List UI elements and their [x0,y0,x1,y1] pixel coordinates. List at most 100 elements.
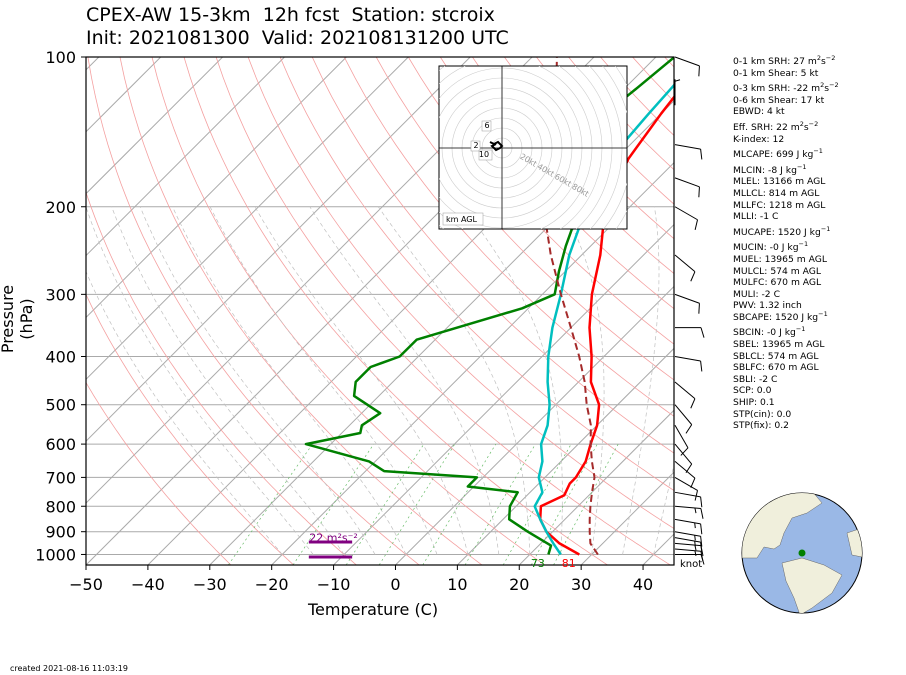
x-tick-label: −20 [255,575,289,594]
isotherm [86,57,347,319]
x-tick-label: 40 [633,575,653,594]
index-row: SCP: 0.0 [733,385,772,397]
index-row: SBLFC: 670 m AGL [733,362,819,374]
y-tick-label: 700 [45,468,76,487]
title-line-2: Init: 2021081300 Valid: 202108131200 UTC [86,27,509,49]
isotherm [86,57,471,442]
x-tick-label: −10 [317,575,351,594]
index-row: SBCAPE: 1520 J kg−1 [733,309,828,323]
index-row: MULFC: 670 m AGL [733,277,822,289]
hodograph-trace [489,140,504,152]
isotherm [86,57,409,381]
globe-locator [741,492,863,614]
x-tick-label: −50 [69,575,103,594]
annotation-label: 81 [562,557,576,570]
dry-adiabat [375,57,674,381]
dry-adiabat [183,57,608,565]
index-row: MLLI: -1 C [733,211,779,223]
index-row: STP(fix): 0.2 [733,420,790,432]
dry-adiabat [119,57,483,565]
wind-barb [674,476,699,501]
dry-adiabat [247,57,674,530]
isotherm [580,471,674,565]
chart-title: CPEX-AW 15-3km 12h fcst Station: stcroix… [86,4,509,50]
hodograph-frame [438,65,628,230]
y-tick-label: 900 [45,523,76,542]
isotherm [518,409,674,565]
dry-adiabat [215,57,671,565]
index-row: Eff. SRH: 22 m2s−2 [733,119,819,133]
wind-barb [674,461,696,488]
wind-barb [674,381,696,409]
y-tick-label: 300 [45,285,76,304]
index-row: MLCIN: -8 J kg−1 [733,162,807,176]
moist-adiabat [309,206,500,555]
moist-adiabat [463,206,563,555]
mixing-ratio-line [464,443,536,565]
wind-barb [675,327,705,338]
y-tick-label: 600 [45,435,76,454]
wind-barb [674,548,704,562]
x-tick-label: 20 [509,575,529,594]
moist-adiabat [86,270,283,555]
annotation-label: 73 [531,557,545,570]
y-axis-label: Pressure (hPa) [0,284,36,354]
isotherm [86,57,223,195]
y-tick-label: 1000 [35,545,76,564]
dry-adiabat [343,57,674,417]
index-row: 0-6 km Shear: 17 kt [733,94,825,106]
station-marker [798,549,806,557]
wind-barb [674,293,700,314]
dry-adiabat [86,381,232,565]
dry-adiabat [472,57,674,275]
index-row: 0-3 km SRH: -22 m2s−2 [733,81,839,95]
index-row: MLLCL: 814 m AGL [733,187,820,199]
moist-adiabat [209,206,438,555]
wind-barb [674,79,681,106]
isotherm [457,347,674,565]
dry-adiabat [87,57,420,565]
hodograph-label: km AGL [446,215,478,224]
dry-adiabat [151,57,546,565]
moist-adiabat [622,206,660,555]
south-america-land [781,557,843,613]
moist-adiabat [139,206,376,555]
isotherm [209,100,674,565]
index-row: MLCAPE: 699 J kg−1 [733,147,823,161]
hodograph-height-label: 6 [484,121,489,130]
index-row: MULI: -2 C [733,288,780,300]
moist-adiabat [378,206,531,555]
title-line-1: CPEX-AW 15-3km 12h fcst Station: stcroix [86,4,495,26]
moist-adiabat [254,206,469,555]
index-row: MLLFC: 1218 m AGL [733,199,826,211]
index-row: SBLCL: 574 m AGL [733,350,819,362]
plot-frame [85,56,675,566]
index-row: STP(cin): 0.0 [733,408,792,420]
dry-adiabat [86,191,357,565]
moist-adiabat [111,206,345,555]
wind-barbs [674,56,705,565]
moist-adiabat [86,206,314,555]
index-row: MUEL: 13965 m AGL [733,253,827,265]
index-row: SBLI: -2 C [733,373,778,385]
dry-adiabat [407,57,674,345]
y-tick-label: 100 [45,48,76,67]
annotation-label: knot [680,559,702,570]
y-tick-label: 400 [45,348,76,367]
moist-adiabat [562,206,605,555]
dry-adiabat [311,57,674,454]
x-tick-label: 30 [571,575,591,594]
stability-indices: 0-1 km SRH: 27 m2s−2 0-1 km Shear: 5 kt 0-… [733,55,839,432]
wind-barb [674,144,703,160]
mixing-ratio-line [378,443,456,565]
index-row: PWV: 1.32 inch [733,300,802,312]
axes: −50 −40 −30 −20 −10 0 10 20 30 40 100 200 300 400 500 6… [35,48,653,594]
wind-barb [674,491,703,508]
wind-barb [674,404,693,434]
hodograph-height-label: 10 [479,150,489,159]
index-row: K-index: 12 [733,133,785,145]
x-tick-label: −30 [193,575,227,594]
wind-barb [674,531,703,547]
